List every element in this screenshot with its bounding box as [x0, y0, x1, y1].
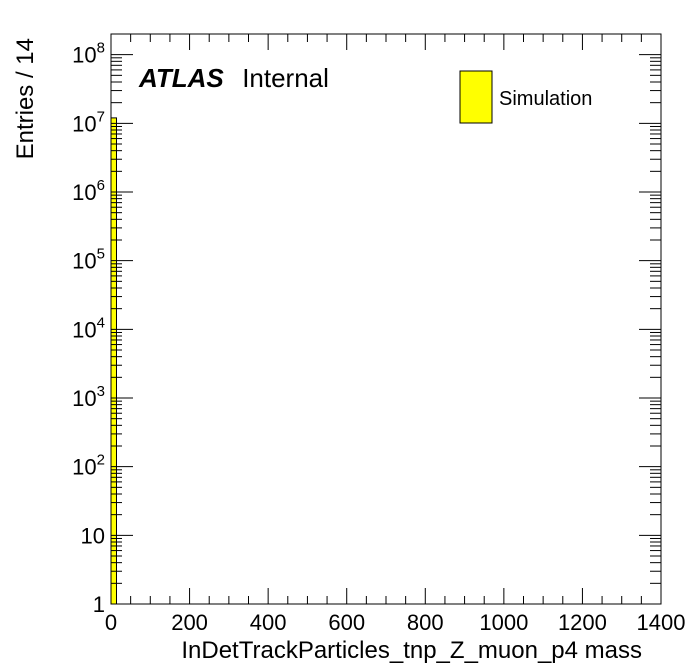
- plot-border: [110, 33, 662, 605]
- x-tick-label: 1200: [558, 610, 607, 635]
- y-tick-label: 107: [72, 108, 105, 136]
- y-axis-ticks: [111, 33, 661, 605]
- legend-swatch-simulation: [459, 70, 493, 124]
- x-tick-label: 600: [328, 610, 365, 635]
- y-axis-tick-labels: 1 10 102 103 104 105 106 107 108: [72, 40, 105, 617]
- legend-label-simulation: Simulation: [499, 88, 592, 110]
- y-tick-label: 102: [72, 452, 105, 480]
- y-tick-label: 103: [72, 383, 105, 411]
- atlas-label: ATLAS Internal: [138, 63, 329, 93]
- x-axis-title: InDetTrackParticles_tnp_Z_muon_p4 mass: [181, 637, 642, 664]
- y-tick-label: 105: [72, 246, 105, 274]
- y-tick-label: 10: [81, 523, 105, 548]
- x-tick-label: 200: [171, 610, 208, 635]
- y-tick-label: 1: [93, 592, 105, 617]
- x-tick-label: 1000: [479, 610, 528, 635]
- x-tick-label: 0: [105, 610, 117, 635]
- x-tick-label: 1400: [637, 610, 686, 635]
- histogram-bar: [110, 117, 117, 605]
- y-tick-label: 108: [72, 40, 105, 68]
- x-tick-label: 800: [407, 610, 444, 635]
- atlas-label-bold: ATLAS: [138, 63, 224, 93]
- y-tick-label: 104: [72, 314, 105, 342]
- y-tick-label: 106: [72, 177, 105, 205]
- y-axis-title: Entries / 14: [12, 38, 39, 159]
- atlas-label-internal: Internal: [242, 63, 329, 93]
- x-axis-tick-labels: 0 200 400 600 800 1000 1200 1400: [105, 610, 686, 635]
- x-tick-label: 400: [250, 610, 287, 635]
- x-axis-ticks: [110, 34, 662, 604]
- histogram-bars: [110, 117, 117, 605]
- plot-frame: [110, 33, 662, 605]
- legend: Simulation: [459, 70, 592, 124]
